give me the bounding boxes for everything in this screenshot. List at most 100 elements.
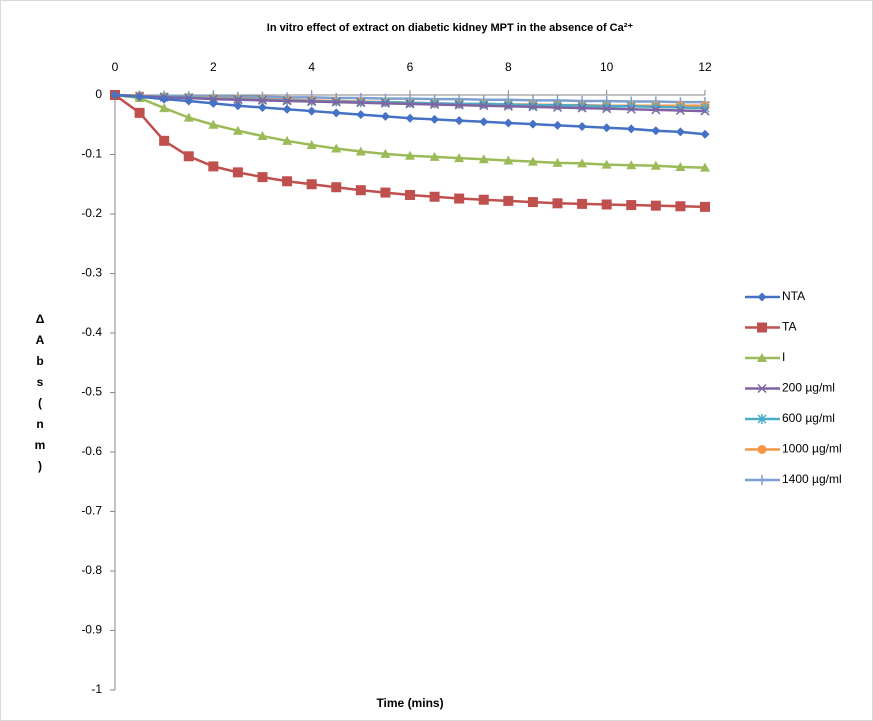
x-tick-label: 6 — [407, 60, 414, 74]
marker — [208, 98, 218, 108]
marker — [356, 98, 366, 108]
marker — [257, 172, 268, 183]
marker — [282, 104, 292, 114]
chart-title: In vitro effect of extract on diabetic k… — [267, 22, 634, 34]
marker — [159, 103, 170, 113]
marker — [429, 151, 440, 161]
marker — [503, 195, 514, 206]
legend-label: 1000 µg/ml — [782, 442, 842, 456]
marker — [380, 98, 390, 108]
marker — [159, 135, 170, 146]
marker — [232, 167, 243, 178]
marker — [602, 104, 612, 114]
marker — [233, 101, 243, 111]
marker — [134, 107, 145, 118]
marker — [478, 194, 489, 205]
marker — [650, 160, 661, 170]
y-tick-label: -0.3 — [81, 266, 102, 280]
marker — [159, 94, 169, 104]
y-tick-label: -0.2 — [81, 206, 102, 220]
marker — [503, 118, 513, 128]
y-tick-label: -0.4 — [81, 325, 102, 339]
marker — [282, 135, 293, 145]
marker — [405, 99, 415, 109]
marker — [306, 179, 317, 190]
marker — [626, 104, 636, 114]
x-tick-label: 10 — [600, 60, 614, 74]
marker — [577, 122, 587, 132]
marker — [700, 129, 710, 139]
marker — [700, 201, 710, 212]
marker — [528, 102, 538, 112]
marker — [479, 101, 489, 111]
marker — [454, 100, 464, 110]
marker — [503, 155, 514, 165]
marker — [577, 103, 587, 113]
marker — [651, 105, 661, 115]
y-tick-label: -0.1 — [81, 147, 102, 161]
marker — [528, 119, 538, 129]
marker — [454, 153, 465, 163]
marker — [331, 182, 342, 193]
legend-label: 1400 µg/ml — [782, 472, 842, 486]
y-tick-label: 0 — [95, 87, 102, 101]
marker — [675, 105, 685, 116]
marker — [626, 124, 636, 134]
legend-label: NTA — [782, 289, 805, 303]
marker — [601, 159, 612, 169]
x-tick-label: 8 — [505, 60, 512, 74]
marker — [282, 176, 293, 187]
marker — [405, 113, 415, 123]
marker — [626, 200, 637, 211]
marker — [553, 120, 562, 130]
marker — [307, 106, 317, 116]
y-tick-label: -0.6 — [81, 444, 102, 458]
marker — [331, 108, 341, 118]
marker — [355, 146, 366, 156]
marker — [478, 154, 489, 164]
marker — [183, 151, 194, 162]
x-tick-label: 4 — [308, 60, 315, 74]
marker — [552, 157, 563, 167]
y-tick-label: -0.9 — [81, 623, 102, 637]
marker — [757, 322, 767, 333]
legend-label: 600 µg/ml — [782, 411, 835, 425]
marker — [307, 97, 317, 107]
marker — [208, 161, 219, 172]
marker — [552, 102, 563, 113]
x-tick-label: 2 — [210, 60, 217, 74]
y-tick-label: -0.8 — [81, 563, 102, 577]
marker — [430, 114, 440, 124]
marker — [626, 160, 637, 170]
marker — [757, 353, 767, 362]
marker — [356, 110, 366, 120]
marker — [282, 96, 292, 106]
y-tick-label: -0.5 — [81, 385, 102, 399]
marker — [135, 92, 145, 102]
marker — [110, 90, 120, 100]
y-tick-label: -0.7 — [81, 504, 102, 518]
marker — [429, 191, 440, 202]
marker — [380, 187, 391, 198]
marker — [380, 111, 390, 121]
marker — [232, 125, 243, 135]
marker — [650, 200, 661, 211]
marker — [257, 131, 268, 141]
marker — [454, 193, 465, 204]
marker — [257, 95, 268, 105]
y-tick-label: -1 — [91, 682, 102, 696]
marker — [675, 161, 686, 171]
marker — [757, 445, 767, 454]
marker — [479, 117, 489, 127]
legend-label: 200 µg/ml — [782, 381, 835, 395]
x-tick-label: 12 — [698, 60, 712, 74]
marker — [405, 150, 415, 160]
marker — [184, 96, 194, 106]
marker — [380, 148, 391, 158]
marker — [700, 106, 710, 116]
marker — [700, 162, 710, 172]
marker — [355, 185, 366, 196]
